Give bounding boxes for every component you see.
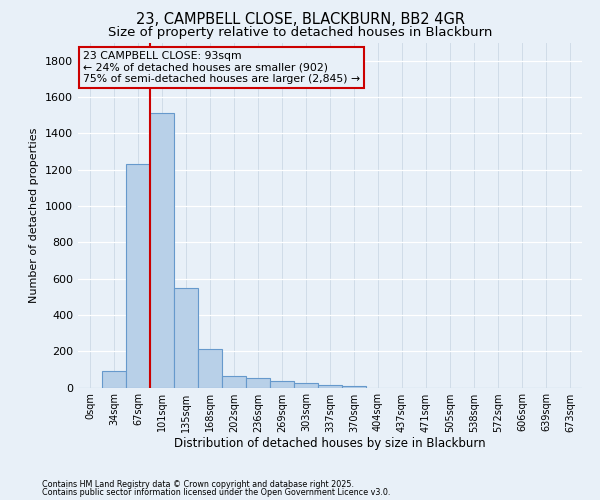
Bar xyxy=(294,383,318,388)
X-axis label: Distribution of detached houses by size in Blackburn: Distribution of detached houses by size … xyxy=(174,438,486,450)
Bar xyxy=(246,378,270,388)
Bar xyxy=(174,288,198,388)
Y-axis label: Number of detached properties: Number of detached properties xyxy=(29,128,40,302)
Bar xyxy=(102,371,126,388)
Text: Contains public sector information licensed under the Open Government Licence v3: Contains public sector information licen… xyxy=(42,488,391,497)
Bar xyxy=(270,381,294,388)
Text: 23, CAMPBELL CLOSE, BLACKBURN, BB2 4GR: 23, CAMPBELL CLOSE, BLACKBURN, BB2 4GR xyxy=(136,12,464,28)
Bar xyxy=(198,350,222,388)
Text: Size of property relative to detached houses in Blackburn: Size of property relative to detached ho… xyxy=(108,26,492,39)
Bar xyxy=(222,376,246,388)
Bar xyxy=(126,164,150,388)
Bar xyxy=(318,385,342,388)
Bar xyxy=(150,114,174,388)
Text: Contains HM Land Registry data © Crown copyright and database right 2025.: Contains HM Land Registry data © Crown c… xyxy=(42,480,354,489)
Text: 23 CAMPBELL CLOSE: 93sqm
← 24% of detached houses are smaller (902)
75% of semi-: 23 CAMPBELL CLOSE: 93sqm ← 24% of detach… xyxy=(83,51,360,84)
Bar xyxy=(342,386,366,388)
